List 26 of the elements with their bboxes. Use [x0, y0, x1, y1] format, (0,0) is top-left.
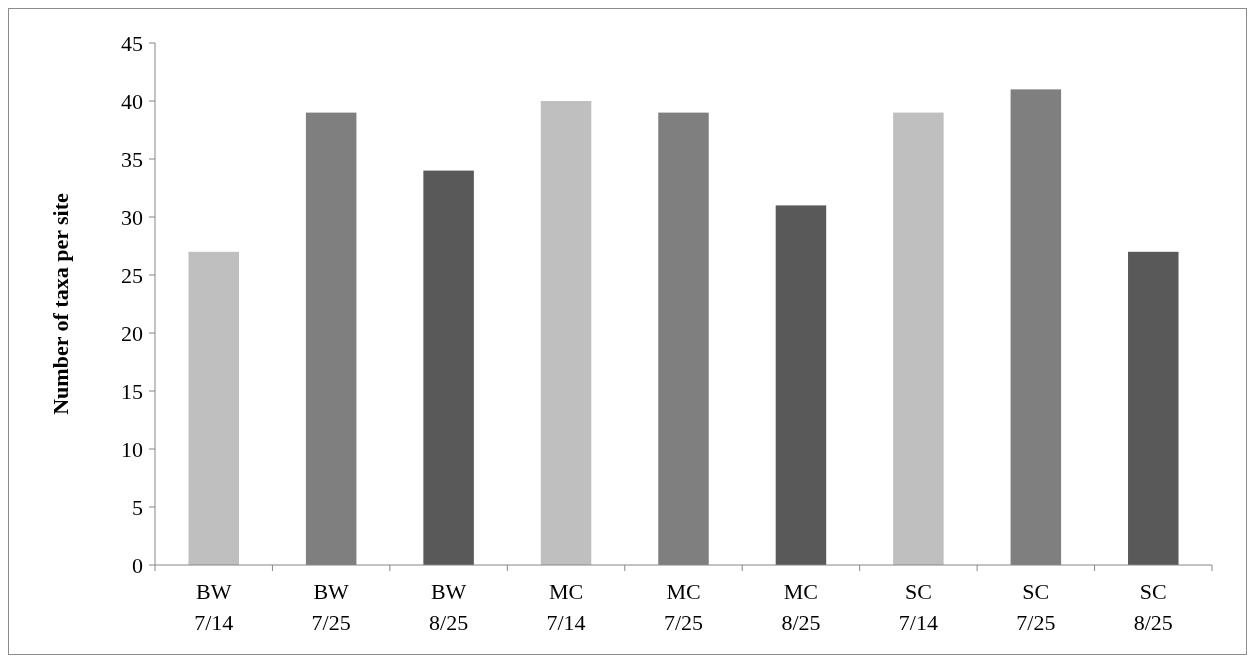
- y-tick-label: 45: [121, 30, 143, 56]
- bar: [188, 251, 239, 565]
- bar: [540, 101, 592, 565]
- x-tick-label: BW 8/25: [429, 579, 469, 635]
- x-tick-label: BW 7/25: [311, 579, 351, 635]
- bar: [893, 112, 944, 565]
- y-axis-title: Number of taxa per site: [48, 192, 73, 415]
- y-tick-label: 20: [121, 320, 143, 346]
- y-tick-label: 25: [121, 262, 143, 288]
- y-tick-label: 0: [132, 552, 143, 578]
- x-tick-label: SC 7/14: [898, 579, 938, 635]
- x-tick-label: SC 7/25: [1016, 579, 1056, 635]
- x-tick-label: MC 7/14: [546, 579, 586, 635]
- x-tick-label: BW 7/14: [194, 579, 234, 635]
- x-tick-label: SC 8/25: [1133, 579, 1173, 635]
- y-tick-label: 30: [121, 204, 143, 230]
- bar: [423, 170, 474, 565]
- x-tick-label: MC 8/25: [781, 579, 821, 635]
- y-tick-label: 5: [132, 494, 143, 520]
- y-tick-label: 10: [121, 436, 143, 462]
- x-tick-label: MC 7/25: [663, 579, 704, 635]
- y-tick-label: 35: [121, 146, 143, 172]
- bar: [1128, 251, 1179, 565]
- bar: [775, 205, 827, 565]
- y-tick-label: 40: [121, 88, 143, 114]
- y-tick-label: 15: [121, 378, 143, 404]
